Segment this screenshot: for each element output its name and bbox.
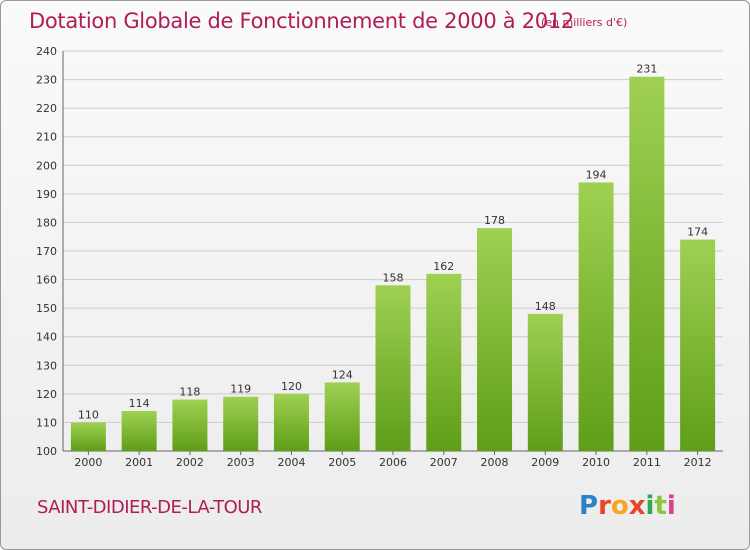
y-tick-label: 150 xyxy=(36,302,57,315)
y-tick-label: 100 xyxy=(36,445,57,458)
y-tick-label: 220 xyxy=(36,102,57,115)
chart-unit-note: (en milliers d'€) xyxy=(541,16,628,29)
y-tick-label: 200 xyxy=(36,159,57,172)
logo-letter: P xyxy=(579,491,599,521)
bar-2008 xyxy=(477,228,513,451)
x-tick-label: 2010 xyxy=(582,456,610,469)
bar-2012 xyxy=(680,239,716,451)
bar-2000 xyxy=(70,422,106,451)
y-tick-label: 240 xyxy=(36,45,57,58)
y-tick-labels: 100 110 120 130 140 150 160 170 180 190 200 210 220 2… xyxy=(36,45,57,458)
logo-letter: i xyxy=(666,491,676,521)
y-tick-label: 230 xyxy=(36,74,57,87)
data-label: 148 xyxy=(535,300,556,313)
y-tick-label: 210 xyxy=(36,131,57,144)
x-tick-labels: 2000 2001 2002 2003 2004 2005 2006 2007 2008 2009… xyxy=(74,456,711,469)
y-tick-label: 170 xyxy=(36,245,57,258)
x-tick-label: 2012 xyxy=(684,456,712,469)
bar-2004 xyxy=(273,393,309,451)
data-label: 178 xyxy=(484,214,505,227)
data-label: 118 xyxy=(179,386,200,399)
bar-2002 xyxy=(172,399,208,451)
y-tick-label: 120 xyxy=(36,388,57,401)
bar-2007 xyxy=(426,273,462,451)
bar-2005 xyxy=(324,382,360,451)
x-tick-label: 2000 xyxy=(74,456,102,469)
x-tick-label: 2011 xyxy=(633,456,661,469)
bar-2006 xyxy=(375,285,411,451)
bars xyxy=(70,76,716,451)
bar-2009 xyxy=(527,313,563,451)
commune-name: SAINT-DIDIER-DE-LA-TOUR xyxy=(37,497,262,518)
data-label: 114 xyxy=(129,397,150,410)
x-tick-label: 2005 xyxy=(328,456,356,469)
x-tick-label: 2009 xyxy=(531,456,559,469)
x-tick-label: 2002 xyxy=(176,456,204,469)
data-label: 124 xyxy=(332,368,353,381)
y-tick-label: 140 xyxy=(36,331,57,344)
x-tick-label: 2004 xyxy=(277,456,305,469)
logo-letter: x xyxy=(628,491,646,521)
y-tick-label: 180 xyxy=(36,216,57,229)
y-tick-label: 130 xyxy=(36,359,57,372)
chart-title: Dotation Globale de Fonctionnement de 20… xyxy=(29,9,574,33)
x-tick-label: 2006 xyxy=(379,456,407,469)
data-label: 120 xyxy=(281,380,302,393)
x-tick-label: 2001 xyxy=(125,456,153,469)
data-label: 231 xyxy=(636,63,657,76)
x-tick-label: 2003 xyxy=(227,456,255,469)
data-label: 162 xyxy=(433,260,454,273)
y-tick-label: 160 xyxy=(36,274,57,287)
data-label: 158 xyxy=(383,271,404,284)
y-tick-label: 190 xyxy=(36,188,57,201)
proxiti-logo: Proxiti xyxy=(579,491,689,527)
data-label: 119 xyxy=(230,383,251,396)
data-label: 174 xyxy=(687,226,708,239)
logo-letter: r xyxy=(598,491,611,521)
bar-2003 xyxy=(223,396,259,451)
bar-2001 xyxy=(121,411,157,451)
x-tick-label: 2007 xyxy=(430,456,458,469)
logo-letter: t xyxy=(654,491,667,521)
logo-letter: o xyxy=(610,491,629,521)
x-tick-label: 2008 xyxy=(481,456,509,469)
logo-letter: i xyxy=(645,491,655,521)
bar-2010 xyxy=(578,182,614,451)
bar-2011 xyxy=(629,76,665,451)
y-tick-label: 110 xyxy=(36,416,57,429)
data-label: 194 xyxy=(586,168,607,181)
data-labels: 110 114 118 119 120 124 158 162 178 148 194 231 174 xyxy=(78,63,708,422)
data-label: 110 xyxy=(78,408,99,421)
